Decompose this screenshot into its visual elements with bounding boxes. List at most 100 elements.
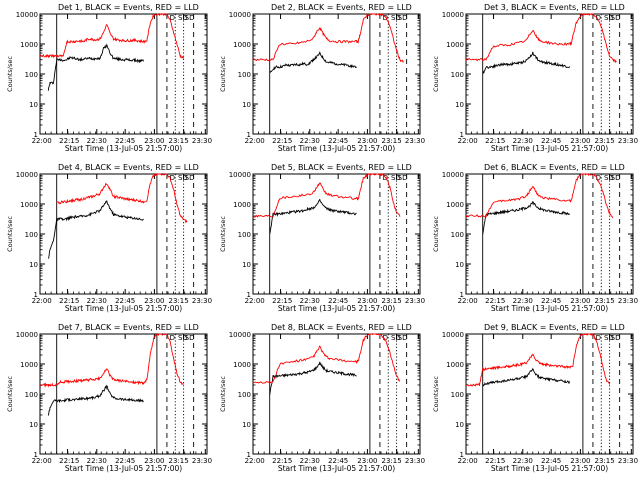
x-axis-label: Start Time (13-Jul-05 21:57:00) bbox=[491, 144, 608, 153]
marker-label: SD bbox=[611, 334, 621, 342]
marker-label: SD bbox=[398, 174, 408, 182]
panel-title: Det 5, BLACK = Events, RED = LLD bbox=[271, 163, 412, 172]
y-tick-label: 1 bbox=[34, 451, 38, 459]
x-axis-label: Start Time (13-Jul-05 21:57:00) bbox=[491, 304, 608, 313]
plot-frame bbox=[252, 333, 421, 455]
marker-label: D bbox=[170, 174, 175, 182]
x-tick-label: 23:15 bbox=[595, 297, 615, 305]
panel-title: Det 1, BLACK = Events, RED = LLD bbox=[58, 3, 199, 12]
y-tick-label: 10 bbox=[455, 261, 464, 269]
y-tick-label: 10000 bbox=[229, 171, 251, 179]
series-red bbox=[252, 13, 404, 63]
x-tick-label: 23:30 bbox=[192, 457, 212, 465]
x-tick-label: 23:30 bbox=[405, 297, 425, 305]
y-tick-label: 1000 bbox=[20, 41, 38, 49]
x-tick-label: 22:15 bbox=[272, 457, 292, 465]
marker-label: SD bbox=[178, 14, 188, 22]
x-tick-label: 22:45 bbox=[541, 457, 561, 465]
x-tick-label: 22:30 bbox=[513, 137, 533, 145]
x-tick-label: 22:00 bbox=[32, 457, 52, 465]
y-tick-label: 1 bbox=[34, 291, 38, 299]
x-tick-label: 22:00 bbox=[245, 297, 265, 305]
marker-label: SD bbox=[185, 174, 195, 182]
x-tick-label: 23:00 bbox=[144, 137, 164, 145]
y-axis-label: Counts/sec bbox=[432, 216, 440, 252]
x-tick-label: 23:15 bbox=[169, 297, 189, 305]
series-red bbox=[465, 13, 617, 64]
x-tick-label: 23:30 bbox=[618, 137, 638, 145]
y-tick-label: 1 bbox=[247, 291, 251, 299]
y-axis-label: Counts/sec bbox=[6, 376, 14, 412]
y-tick-label: 1000 bbox=[446, 201, 464, 209]
series-red bbox=[465, 333, 611, 387]
panel-title: Det 7, BLACK = Events, RED = LLD bbox=[58, 323, 199, 332]
x-tick-label: 22:00 bbox=[458, 297, 478, 305]
x-tick-label: 23:00 bbox=[570, 457, 590, 465]
panel-title: Det 4, BLACK = Events, RED = LLD bbox=[58, 163, 199, 172]
y-tick-label: 10000 bbox=[442, 11, 464, 19]
y-tick-label: 10000 bbox=[16, 171, 38, 179]
y-tick-label: 100 bbox=[25, 391, 38, 399]
y-tick-label: 1000 bbox=[233, 361, 251, 369]
y-tick-label: 10 bbox=[242, 261, 251, 269]
plot-frame bbox=[465, 173, 634, 295]
y-tick-label: 1000 bbox=[233, 201, 251, 209]
x-tick-label: 23:30 bbox=[405, 457, 425, 465]
x-tick-label: 22:00 bbox=[32, 297, 52, 305]
x-tick-label: 22:00 bbox=[245, 137, 265, 145]
plot-frame bbox=[252, 173, 421, 295]
x-tick-label: 22:30 bbox=[300, 297, 320, 305]
y-tick-label: 1000 bbox=[233, 41, 251, 49]
y-tick-label: 100 bbox=[25, 231, 38, 239]
marker-label: SD bbox=[604, 14, 614, 22]
x-axis-label: Start Time (13-Jul-05 21:57:00) bbox=[65, 144, 182, 153]
series-black bbox=[269, 51, 357, 74]
x-tick-label: 22:45 bbox=[328, 297, 348, 305]
y-tick-label: 10 bbox=[242, 101, 251, 109]
y-axis-label: Counts/sec bbox=[219, 56, 227, 92]
y-tick-label: 1 bbox=[460, 131, 464, 139]
x-tick-label: 23:00 bbox=[570, 297, 590, 305]
y-tick-label: 10000 bbox=[442, 171, 464, 179]
series-black bbox=[269, 361, 357, 395]
series-red bbox=[39, 333, 184, 388]
x-tick-label: 23:15 bbox=[595, 457, 615, 465]
y-tick-label: 10000 bbox=[229, 11, 251, 19]
x-tick-label: 23:30 bbox=[618, 297, 638, 305]
x-tick-label: 23:30 bbox=[192, 137, 212, 145]
y-tick-label: 1 bbox=[247, 451, 251, 459]
marker-label: D bbox=[596, 334, 601, 342]
x-tick-label: 23:15 bbox=[382, 457, 402, 465]
series-black bbox=[48, 199, 144, 259]
y-axis-label: Counts/sec bbox=[219, 216, 227, 252]
y-tick-label: 100 bbox=[451, 391, 464, 399]
y-tick-label: 10000 bbox=[442, 331, 464, 339]
y-tick-label: 10 bbox=[455, 101, 464, 109]
x-tick-label: 22:30 bbox=[87, 137, 107, 145]
plot-frame bbox=[39, 173, 208, 295]
x-tick-label: 22:30 bbox=[513, 457, 533, 465]
marker-label: D bbox=[596, 174, 601, 182]
y-tick-label: 1 bbox=[460, 451, 464, 459]
y-tick-label: 10000 bbox=[229, 331, 251, 339]
series-red bbox=[252, 333, 401, 384]
marker-label: D bbox=[596, 14, 601, 22]
x-axis-label: Start Time (13-Jul-05 21:57:00) bbox=[278, 304, 395, 313]
x-tick-label: 22:45 bbox=[115, 457, 135, 465]
y-tick-label: 1000 bbox=[20, 201, 38, 209]
x-tick-label: 23:30 bbox=[192, 297, 212, 305]
x-axis-label: Start Time (13-Jul-05 21:57:00) bbox=[278, 464, 395, 473]
marker-label: SD bbox=[178, 334, 188, 342]
x-tick-label: 22:30 bbox=[87, 297, 107, 305]
series-red bbox=[39, 13, 185, 59]
y-tick-label: 1 bbox=[247, 131, 251, 139]
y-tick-label: 10 bbox=[242, 421, 251, 429]
marker-label: D bbox=[170, 334, 175, 342]
marker-label: SD bbox=[611, 14, 621, 22]
